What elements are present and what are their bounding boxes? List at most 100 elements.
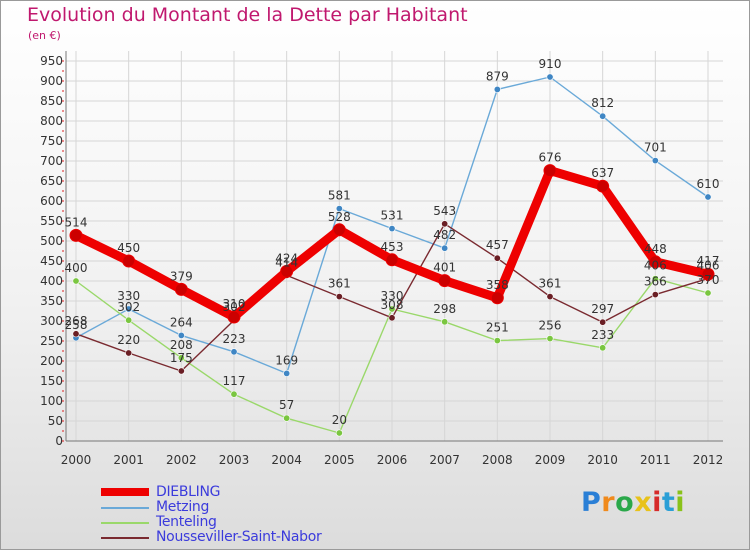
x-tick-label: 2009 [535,453,566,467]
y-tick-label: 250 [40,334,63,348]
data-label-nousseviller-saint-nabor: 268 [65,314,88,328]
data-label-tenteling: 57 [279,398,294,412]
y-tick-label: 550 [40,214,63,228]
data-point-diebling [543,164,557,178]
y-tick-label: 350 [40,294,63,308]
data-point-diebling [490,291,504,305]
data-point-diebling [122,254,136,268]
data-point-diebling [280,264,294,278]
y-tick-label: 100 [40,394,63,408]
data-label-nousseviller-saint-nabor: 414 [275,255,298,269]
data-label-metzing: 223 [223,332,246,346]
y-tick-label: 750 [40,134,63,148]
data-point-tenteling [704,289,712,297]
y-tick-label: 50 [48,414,63,428]
y-tick-label: 0 [55,434,63,448]
y-tick-label: 150 [40,374,63,388]
y-tick-label: 300 [40,314,63,328]
data-label-tenteling: 406 [644,259,667,273]
data-point-nousseviller-saint-nabor [599,318,607,326]
legend-label: Nousseviller-Saint-Nabor [156,529,322,545]
data-point-metzing [546,73,554,81]
data-label-nousseviller-saint-nabor: 220 [117,333,140,347]
data-point-metzing [177,331,185,339]
brand-letter: o [615,487,635,518]
y-tick-label: 850 [40,94,63,108]
data-label-diebling: 448 [644,242,667,256]
data-point-nousseviller-saint-nabor [125,349,133,357]
data-point-metzing [388,225,396,233]
data-label-nousseviller-saint-nabor: 366 [644,275,667,289]
data-point-diebling [385,253,399,267]
x-tick-label: 2005 [324,453,355,467]
axis-layer: 0501001502002503003504004505005506006507… [40,51,723,467]
brand-letter: x [634,487,653,518]
data-point-diebling [227,310,241,324]
data-label-nousseviller-saint-nabor: 302 [223,300,246,314]
x-tick-label: 2011 [640,453,671,467]
brand-letter: i [675,487,686,518]
data-point-nousseviller-saint-nabor [177,367,185,375]
data-label-tenteling: 330 [381,289,404,303]
data-label-tenteling: 256 [539,319,562,333]
data-point-tenteling [599,344,607,352]
brand-letter: r [601,487,616,518]
data-label-tenteling: 117 [223,374,246,388]
data-point-diebling [596,179,610,193]
data-point-nousseviller-saint-nabor [651,291,659,299]
legend-label: DIEBLING [156,484,221,500]
data-point-metzing [651,157,659,165]
data-label-diebling: 401 [433,261,456,275]
legend-swatch-metzing [101,507,149,509]
y-tick-label: 500 [40,234,63,248]
y-tick-label: 800 [40,114,63,128]
legend-swatch-tenteling [101,522,149,524]
data-point-metzing [599,112,607,120]
y-tick-label: 450 [40,254,63,268]
data-point-diebling [332,223,346,237]
data-point-diebling [648,255,662,269]
data-label-nousseviller-saint-nabor: 457 [486,238,509,252]
data-label-tenteling: 400 [65,261,88,275]
data-point-nousseviller-saint-nabor [546,293,554,301]
data-label-metzing: 258 [65,318,88,332]
legend-label: Tenteling [156,514,217,530]
chart-title: Evolution du Montant de la Dette par Hab… [27,4,468,26]
data-label-nousseviller-saint-nabor: 308 [381,298,404,312]
data-label-diebling: 379 [170,269,193,283]
data-point-tenteling [651,275,659,283]
data-point-metzing [704,193,712,201]
x-tick-label: 2001 [113,453,144,467]
data-label-diebling: 637 [591,166,614,180]
data-point-nousseviller-saint-nabor [335,293,343,301]
data-point-tenteling [72,277,80,285]
x-tick-label: 2007 [429,453,460,467]
data-point-tenteling [546,335,554,343]
data-label-metzing: 910 [539,57,562,71]
data-label-metzing: 581 [328,189,351,203]
legend-label: Metzing [156,499,210,515]
data-label-nousseviller-saint-nabor: 175 [170,351,193,365]
y-tick-label: 700 [40,154,63,168]
x-tick-label: 2004 [271,453,302,467]
y-tick-label: 900 [40,74,63,88]
data-point-metzing [125,305,133,313]
data-label-metzing: 169 [275,353,298,367]
legend-swatch-nousseviller [101,537,149,539]
brand-letter: P [581,487,602,518]
chart-unit: (en €) [28,29,61,42]
data-point-nousseviller-saint-nabor [72,330,80,338]
data-label-layer: 258 330 264 223 169 581 531 482 879 910 812 701 610 4… [65,57,720,427]
data-label-tenteling: 20 [332,413,347,427]
y-tick-label: 200 [40,354,63,368]
data-label-nousseviller-saint-nabor: 406 [697,259,720,273]
data-label-metzing: 812 [591,96,614,110]
data-point-tenteling [493,337,501,345]
y-tick-label: 650 [40,174,63,188]
y-tick-label: 950 [40,54,63,68]
data-label-metzing: 482 [433,228,456,242]
data-point-nousseviller-saint-nabor [493,254,501,262]
grid-layer [66,51,723,442]
data-point-tenteling [125,316,133,324]
